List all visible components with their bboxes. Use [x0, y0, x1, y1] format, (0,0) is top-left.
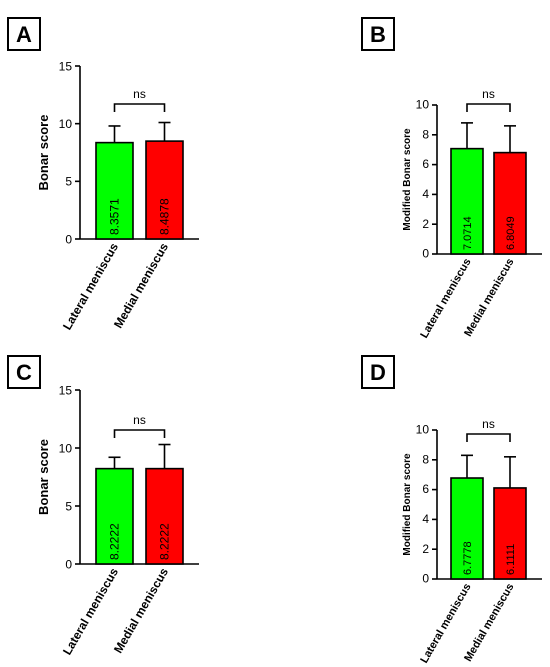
y-axis-title: Modified Bonar score [402, 128, 413, 231]
bar-value-label: 8.2222 [108, 523, 122, 560]
y-tick-label: 0 [65, 557, 72, 571]
significance-bracket [466, 433, 511, 442]
category-label: Medial meniscus [462, 257, 516, 339]
y-tick-label: 2 [422, 217, 429, 231]
panel-a: A 0 5 10 15 Bonar score 8.3571 Lateral meniscus… [7, 17, 199, 332]
y-tick-label: 15 [59, 383, 73, 397]
bar-lateral [450, 147, 484, 255]
y-tick-label: 0 [422, 247, 429, 261]
bar-lateral [95, 467, 134, 565]
panel-letter-box [7, 17, 41, 51]
bar-value-label: 6.7778 [462, 541, 474, 575]
bar-value-label: 6.1111 [505, 544, 517, 575]
category-label: Medial meniscus [111, 565, 171, 655]
y-tick-label: 0 [65, 232, 72, 246]
panel-letter: D [370, 360, 386, 385]
category-label: Lateral meniscus [60, 565, 121, 657]
y-tick-label: 10 [59, 117, 73, 131]
panel-letter-box [361, 355, 395, 389]
y-tick-label: 8 [422, 452, 429, 466]
panel-c: C 0 5 10 15 Bonar score 8.2222 Lateral meniscus… [7, 355, 199, 657]
category-label: Medial meniscus [111, 240, 171, 330]
y-tick-label: 5 [65, 175, 72, 189]
y-tick-label: 10 [59, 441, 73, 455]
panel-letter-box [7, 355, 41, 389]
y-axis-title: Modified Bonar score [402, 453, 413, 556]
bar-value-label: 7.0714 [462, 216, 474, 250]
panel-letter: A [16, 22, 32, 47]
panel-letter-box [361, 17, 395, 51]
bar-value-label: 6.8049 [505, 216, 517, 250]
y-tick-label: 6 [422, 482, 429, 496]
significance-label: ns [133, 413, 146, 427]
bar-medial [145, 467, 184, 565]
y-axis-title: Bonar score [36, 115, 51, 191]
category-label: Medial meniscus [462, 582, 516, 664]
y-tick-label: 0 [422, 572, 429, 586]
significance-bracket [113, 103, 166, 112]
y-tick-label: 6 [422, 157, 429, 171]
significance-bracket [466, 103, 511, 112]
significance-bracket [113, 429, 166, 438]
panel-letter: B [370, 22, 386, 47]
bar-lateral [450, 477, 484, 580]
y-tick-label: 10 [416, 423, 430, 437]
significance-label: ns [482, 87, 495, 101]
bar-value-label: 8.3571 [108, 198, 122, 235]
y-tick-label: 5 [65, 499, 72, 513]
bar-value-label: 8.2222 [158, 523, 172, 560]
y-tick-label: 2 [422, 542, 429, 556]
bar-medial [493, 151, 527, 255]
bar-lateral [95, 141, 134, 240]
y-tick-label: 4 [422, 187, 429, 201]
panel-letter: C [16, 360, 32, 385]
bar-value-label: 8.4878 [158, 198, 172, 235]
significance-label: ns [482, 417, 495, 431]
significance-label: ns [133, 87, 146, 101]
y-tick-label: 15 [59, 59, 73, 73]
bar-medial [493, 487, 527, 580]
y-tick-label: 8 [422, 127, 429, 141]
bar-medial [145, 140, 184, 240]
y-tick-label: 4 [422, 512, 429, 526]
y-axis-title: Bonar score [36, 439, 51, 515]
y-tick-label: 10 [416, 98, 430, 112]
category-label: Lateral meniscus [60, 240, 121, 332]
